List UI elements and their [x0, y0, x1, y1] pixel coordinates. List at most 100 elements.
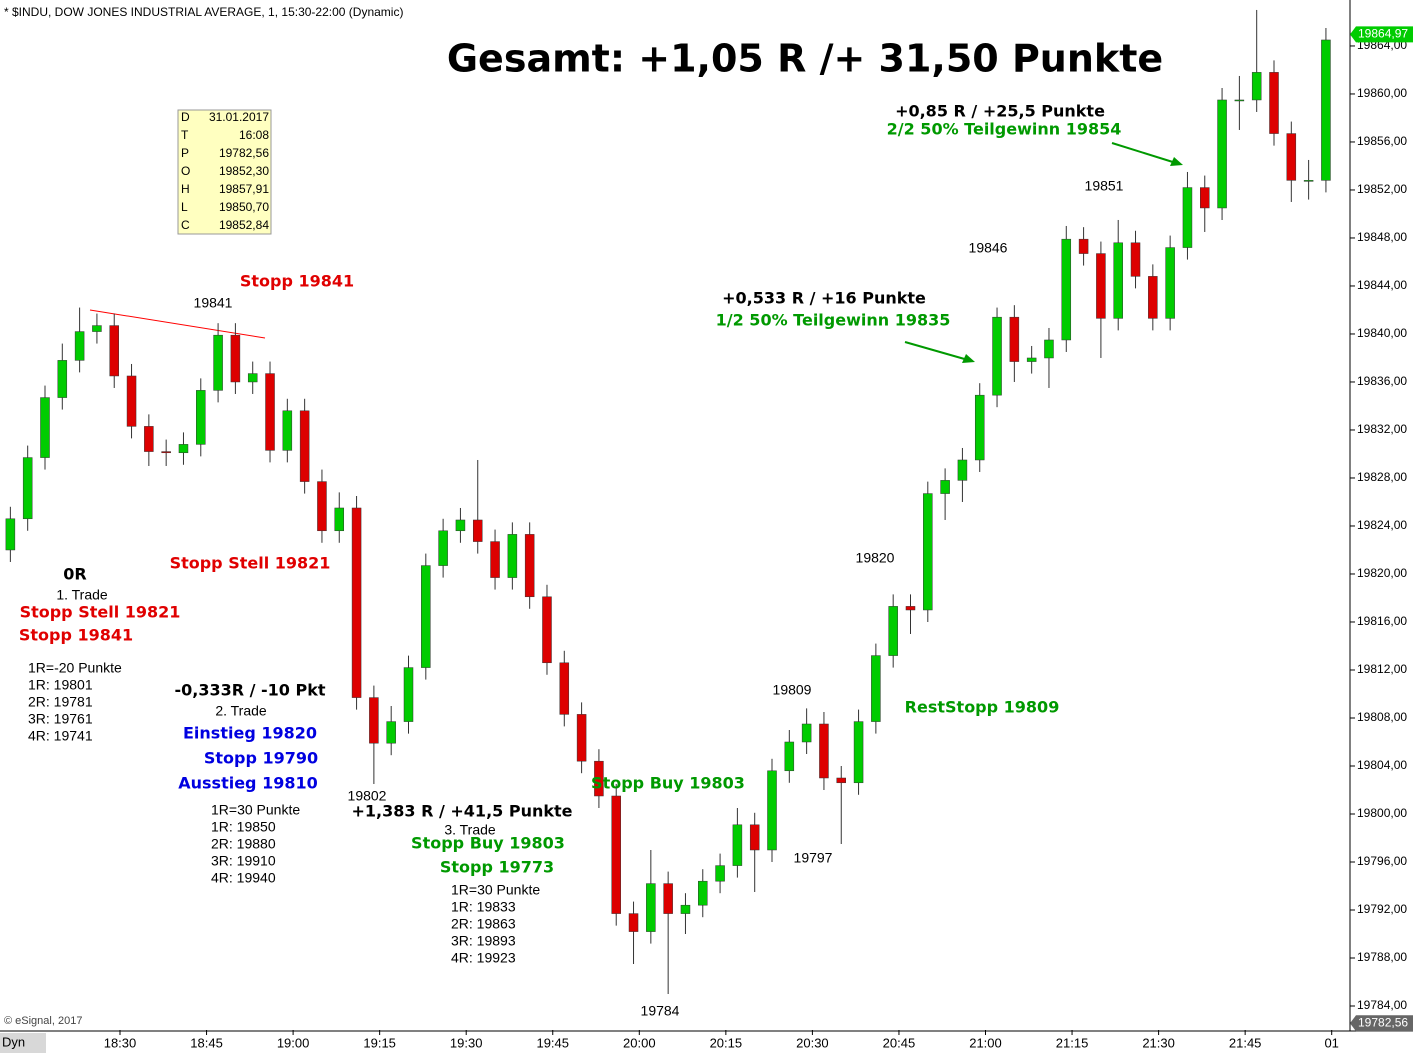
candle-body	[317, 481, 327, 532]
y-tick-label: 19852,00	[1357, 182, 1407, 196]
y-tick-label: 19844,00	[1357, 278, 1407, 292]
x-tick-label: 19:30	[450, 1035, 483, 1050]
corner-label: Dyn	[2, 1034, 25, 1049]
annotation: -0,333R / -10 Pkt	[174, 681, 325, 700]
chart-title: Gesamt: +1,05 R /+ 31,50 Punkte	[447, 37, 1163, 81]
arrow-head	[962, 354, 975, 363]
data-window-value: 16:08	[239, 128, 269, 142]
x-tick-label: 21:00	[969, 1035, 1002, 1050]
candle-body	[507, 534, 518, 578]
annotation: 4R: 19741	[28, 728, 93, 744]
x-tick-label: 19:15	[363, 1035, 396, 1050]
annotation: 19802	[348, 788, 387, 804]
x-tick-label: 19:00	[277, 1035, 310, 1050]
annotation: 2/2 50% Teilgewinn 19854	[887, 120, 1122, 139]
header: * $INDU, DOW JONES INDUSTRIAL AVERAGE, 1…	[4, 5, 403, 19]
candle-body	[247, 373, 258, 383]
data-window-key: T	[181, 128, 189, 142]
price-tag	[1350, 26, 1413, 43]
candle-body	[92, 325, 102, 332]
candle-body	[421, 565, 431, 668]
candle-body	[1078, 238, 1089, 254]
annotation: 0R	[63, 565, 86, 584]
candle-body	[1286, 133, 1297, 181]
candle-body	[1182, 187, 1193, 248]
annotation: 2R: 19863	[451, 916, 516, 932]
price-tag	[1350, 1015, 1413, 1032]
candle-body	[109, 325, 119, 377]
candle-body	[819, 723, 829, 779]
data-window-key: P	[181, 146, 189, 160]
y-tick-label: 19820,00	[1357, 566, 1407, 580]
y-tick-label: 19860,00	[1357, 86, 1407, 100]
candle-body	[957, 459, 968, 481]
candle-body	[1234, 99, 1245, 102]
candle-body	[628, 913, 639, 932]
annotation: 1R=30 Punkte	[211, 802, 300, 818]
candle-body	[455, 519, 466, 532]
candle-body	[749, 824, 760, 851]
candle-body	[1096, 253, 1106, 319]
candle-body	[524, 534, 535, 598]
data-window-key: H	[181, 182, 190, 196]
y-tick-label: 19804,00	[1357, 758, 1407, 772]
annotation: Stopp 19841	[240, 272, 354, 291]
x-tick-label: 20:30	[796, 1035, 829, 1050]
candle-body	[767, 770, 777, 851]
annotation: Einstieg 19820	[183, 724, 317, 743]
candle-body	[196, 390, 206, 445]
candle-body	[490, 541, 500, 578]
annotation: 1R: 19850	[211, 819, 276, 835]
arrow-line	[904, 341, 969, 361]
candle-body	[369, 697, 379, 744]
annotation: 4R: 19923	[451, 950, 516, 966]
corner-box	[0, 1033, 46, 1053]
x-tick-label: 20:00	[623, 1035, 656, 1050]
candle-body	[472, 519, 483, 542]
candle-body	[282, 410, 293, 451]
arrow-head	[1170, 157, 1183, 166]
annotation: 2R: 19880	[211, 836, 276, 852]
annotation: 3. Trade	[444, 822, 496, 838]
y-tick-label: 19856,00	[1357, 134, 1407, 148]
data-window-value: 19850,70	[219, 200, 269, 214]
candle-body	[1303, 180, 1314, 182]
candle-body	[923, 493, 933, 611]
annotation: 3R: 19910	[211, 853, 276, 869]
annotation: Stopp 19790	[204, 749, 318, 768]
annotation: Stopp 19773	[440, 858, 554, 877]
candle-body	[559, 662, 570, 715]
candle-body	[1113, 242, 1123, 319]
data-window-key: O	[181, 164, 190, 178]
data-window-value: 19857,91	[219, 182, 269, 196]
data-window-value: 19852,84	[219, 218, 269, 232]
x-tick-label: 21:45	[1229, 1035, 1262, 1050]
data-window-value: 19782,56	[219, 146, 269, 160]
candle-body	[1148, 276, 1158, 319]
candle-body	[698, 880, 708, 906]
arrow-line	[1111, 142, 1177, 164]
y-tick-label: 19808,00	[1357, 710, 1407, 724]
y-tick-label: 19792,00	[1357, 902, 1407, 916]
data-window-key: D	[181, 110, 190, 124]
candle-body	[1009, 316, 1020, 362]
annotation: 1R=30 Punkte	[451, 882, 540, 898]
annotation: 1R: 19801	[28, 677, 93, 693]
data-window-key: L	[181, 200, 188, 214]
candle-body	[542, 596, 552, 664]
annotation: 3R: 19761	[28, 711, 93, 727]
annotation: 19820	[856, 550, 895, 566]
candle-body	[230, 334, 241, 383]
candle-body	[74, 331, 85, 361]
y-tick-label: 19784,00	[1357, 998, 1407, 1012]
candle-body	[161, 451, 171, 454]
candle-body	[905, 606, 916, 611]
candle-body	[351, 507, 362, 698]
annotation: Ausstieg 19810	[178, 774, 318, 793]
candle-body	[178, 444, 189, 454]
annotation: 1R: 19833	[451, 899, 516, 915]
annotation: Stopp 19841	[19, 626, 133, 645]
annotation: 2R: 19781	[28, 694, 93, 710]
x-tick-label: 01	[1324, 1035, 1338, 1050]
